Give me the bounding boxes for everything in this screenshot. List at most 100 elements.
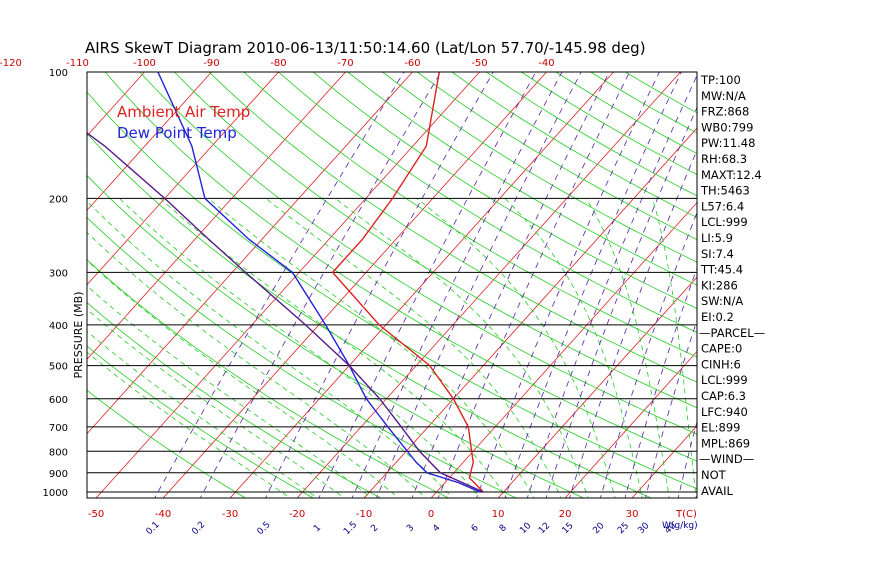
stability-index-item: TT:45.4 [700, 263, 743, 277]
dry-adiabat-line [452, 72, 870, 501]
bottom-temp-tick-label: -40 [155, 509, 171, 520]
stability-index-item: MAXT:12.4 [701, 168, 762, 182]
y-axis-label: PRESSURE (MB) [72, 292, 85, 379]
stability-index-item: LCL:999 [701, 215, 748, 229]
mixing-ratio-tick-label: 15 [561, 521, 576, 536]
moist-adiabat-line [266, 198, 563, 501]
chart-series [4, 72, 484, 492]
bottom-temp-tick-label: -30 [222, 509, 238, 520]
pressure-tick-label: 800 [49, 447, 68, 458]
mixing-ratio-tick-label: 0.2 [190, 520, 207, 537]
mixing-ratio-line [264, 72, 493, 501]
dry-adiabat-line [209, 72, 870, 501]
isotherm-line [0, 72, 78, 501]
isotherm-line [831, 72, 870, 501]
mixing-ratio-tick-label: 0.5 [255, 520, 272, 537]
stability-index-item: CAP:6.3 [701, 389, 746, 403]
mixing-ratio-tick-label: 0.1 [145, 520, 162, 537]
mixing-ratio-tick-label: 1.5 [342, 520, 359, 537]
mixing-ratio-tick-label: 8 [498, 523, 509, 534]
dry-adiabat-line [313, 72, 870, 501]
bottom-temp-tick-label: 30 [626, 509, 639, 520]
bottom-temp-tick-label: -20 [289, 509, 305, 520]
stability-index-item: KI:286 [701, 278, 738, 292]
mixing-ratio-line [476, 72, 660, 501]
stability-index-item: WB0:799 [701, 120, 753, 134]
stability-index-item: —WIND— [699, 452, 754, 466]
mixing-ratio-tick-label: 3 [405, 523, 416, 534]
top-temp-tick-label: -90 [203, 58, 219, 69]
moist-adiabat-line [119, 198, 482, 501]
moist-adiabat-line [335, 198, 589, 501]
stability-index-item: MPL:869 [701, 436, 750, 450]
legend-dew-point: Dew Point Temp [117, 124, 237, 142]
stability-index-item: AVAIL [701, 484, 734, 498]
stability-indices: TP:100MW:N/AFRZ:868WB0:799PW:11.48RH:68.… [699, 73, 765, 498]
pressure-tick-label: 1000 [43, 488, 68, 499]
chart-legend: Ambient Air Temp Dew Point Temp [117, 103, 250, 142]
stability-index-item: CAPE:0 [701, 342, 742, 356]
mixing-ratio-line [504, 72, 682, 501]
dry-adiabat-line [487, 72, 870, 501]
top-temp-tick-label: -100 [133, 58, 156, 69]
pressure-tick-label: 200 [49, 194, 68, 205]
mixing-ratio-line [437, 72, 629, 501]
top-temp-tick-label: -110 [66, 58, 89, 69]
stability-index-item: —PARCEL— [699, 326, 765, 340]
moist-adiabat-line [160, 198, 509, 501]
moist-adiabat-line [653, 198, 697, 501]
top-temp-tick-label: -60 [404, 58, 420, 69]
moist-adiabat-line [0, 198, 294, 501]
stability-index-item: RH:68.3 [701, 152, 747, 166]
top-temp-tick-label: -70 [337, 58, 353, 69]
stability-index-item: MW:N/A [701, 89, 746, 103]
dry-adiabat-line [417, 72, 870, 501]
isotherm-line [0, 72, 11, 501]
pressure-tick-label: 400 [49, 321, 68, 332]
dry-adiabat-line [174, 72, 870, 501]
isotherm-line [228, 72, 614, 501]
stability-index-item: L57:6.4 [701, 199, 744, 213]
pressure-tick-label: 900 [49, 469, 68, 480]
stability-index-item: LCL:999 [701, 373, 748, 387]
legend-air-temp: Ambient Air Temp [117, 103, 250, 121]
stability-index-item: SI:7.4 [701, 247, 734, 261]
pressure-tick-label: 100 [49, 68, 68, 79]
stability-index-item: CINH:6 [701, 357, 741, 371]
ambient-air-temp-line [333, 72, 484, 492]
bottom-temp-tick-label: 20 [559, 509, 572, 520]
mixing-ratio-line [526, 72, 698, 501]
moist-adiabat-line [84, 198, 455, 501]
top-temp-tick-label: -40 [538, 58, 554, 69]
chart-title: AIRS SkewT Diagram 2010-06-13/11:50:14.6… [85, 39, 646, 57]
top-temp-tick-label: -80 [270, 58, 286, 69]
stability-index-item: SW:N/A [701, 294, 743, 308]
mixing-ratio-tick-label: 6 [470, 523, 481, 534]
mixing-ratio-tick-label: 10 [518, 521, 533, 536]
isotherm-line [429, 72, 815, 501]
stability-index-item: TP:100 [700, 73, 741, 87]
top-temp-tick-label: -50 [471, 58, 487, 69]
bottom-temp-tick-label: -50 [88, 509, 104, 520]
stability-index-item: TH:5463 [700, 184, 750, 198]
x-axis-label: T(C) [675, 509, 697, 520]
stability-index-item: LFC:940 [701, 405, 748, 419]
pressure-tick-label: 500 [49, 362, 68, 373]
dry-adiabat-line [244, 72, 870, 501]
mixing-ratio-tick-label: 12 [537, 521, 552, 536]
mixing-ratio-line [318, 72, 536, 501]
mixing-ratio-tick-label: 20 [591, 521, 606, 536]
mixing-ratio-tick-label: 1 [312, 523, 323, 534]
bottom-temp-tick-label: 10 [492, 509, 505, 520]
pressure-tick-label: 600 [49, 395, 68, 406]
isotherm-line [496, 72, 870, 501]
top-temp-tick-label: -120 [0, 58, 22, 69]
mixing-ratio-axis-label: W(g/kg) [662, 521, 698, 531]
stability-index-item: LI:5.9 [701, 231, 733, 245]
stability-index-item: NOT [701, 468, 727, 482]
pressure-tick-label: 700 [49, 423, 68, 434]
parcel-line [4, 72, 484, 492]
mixing-ratio-tick-label: 4 [431, 523, 442, 534]
mixing-ratio-tick-label: 30 [636, 521, 651, 536]
stability-index-item: PW:11.48 [701, 136, 755, 150]
